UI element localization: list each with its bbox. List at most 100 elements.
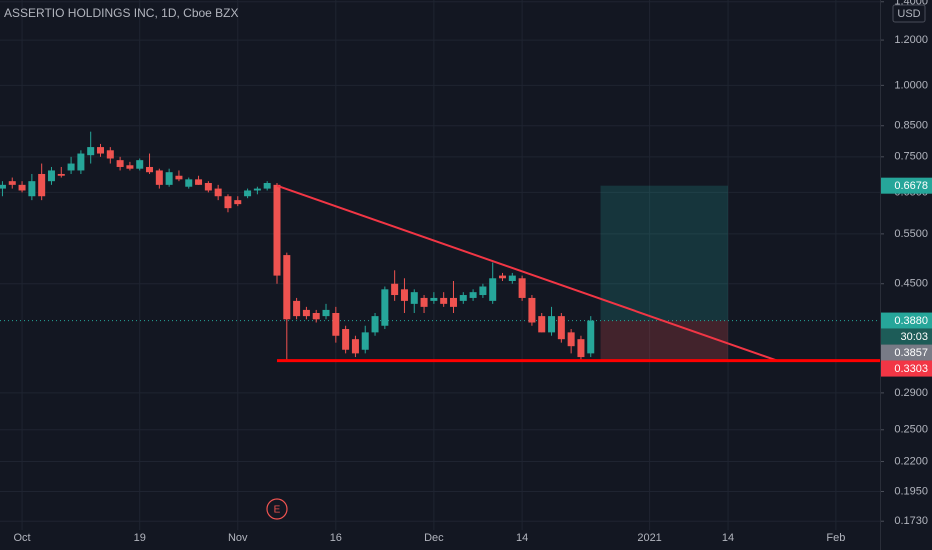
candle-body [410, 292, 418, 304]
currency-box [892, 4, 926, 23]
candle-body [489, 278, 497, 301]
candle-body [214, 188, 222, 197]
candle-body [518, 278, 526, 298]
price-label-bg [881, 312, 932, 329]
candle-body [136, 160, 144, 169]
candle-body [18, 184, 26, 191]
x-tick-label: 14 [516, 532, 528, 544]
candle-body [449, 297, 457, 307]
candle-body [106, 150, 114, 159]
candle-body [351, 339, 359, 354]
candle-body [361, 332, 369, 350]
y-tick-label: 0.8500 [894, 120, 928, 132]
x-tick-label: Feb [826, 532, 845, 544]
candle-body [234, 200, 242, 205]
currency-label: USD [897, 8, 920, 20]
candle-body [263, 183, 271, 189]
candle-body [87, 147, 95, 156]
candle-body [253, 188, 261, 191]
candle-body [155, 170, 163, 185]
candle-body [165, 172, 173, 185]
candle-body [400, 289, 408, 301]
candle-body [293, 300, 301, 317]
position-profit-zone [600, 185, 729, 321]
candle-body [322, 309, 330, 317]
price-label: 0.3303 [894, 363, 928, 375]
candle-body [67, 163, 75, 171]
x-tick-label: 16 [330, 532, 342, 544]
earnings-marker [266, 498, 288, 520]
candle-body [371, 316, 379, 333]
candle-body [577, 339, 585, 358]
candle-body [528, 297, 536, 323]
candle-body [302, 309, 310, 317]
y-tick-label: 1.2000 [894, 34, 928, 46]
price-label-bg [881, 360, 932, 377]
candle-body [8, 181, 16, 185]
price-axis-bg [880, 0, 881, 550]
candle-body [420, 297, 428, 307]
candle-body [126, 165, 134, 169]
price-label: 0.6678 [894, 180, 928, 192]
candle-body [273, 184, 281, 276]
y-tick-label: 0.7500 [894, 151, 928, 163]
price-label: 0.3880 [894, 315, 928, 327]
y-tick-label: 0.1950 [894, 485, 928, 497]
candle-body [116, 160, 124, 167]
candle-body [499, 275, 507, 279]
price-label: 0.3857 [894, 347, 928, 359]
y-tick-label: 0.2200 [894, 455, 928, 467]
candle-body [224, 196, 232, 209]
candle-body [77, 153, 85, 171]
candle-body [459, 295, 467, 301]
candle-body [38, 173, 46, 197]
candle-body [548, 316, 556, 333]
candle-body [204, 183, 212, 191]
x-tick-label: 19 [134, 532, 146, 544]
candle-body [430, 297, 438, 301]
price-label-bg [881, 344, 932, 361]
candle-body [97, 147, 105, 154]
candle-body [146, 166, 154, 173]
candle-body [469, 292, 477, 298]
candle-body [283, 255, 291, 320]
candle-body [185, 179, 193, 187]
candle-body [332, 312, 340, 336]
x-tick-label: 2021 [637, 532, 661, 544]
candle-body [479, 286, 487, 296]
y-tick-label: 0.1730 [894, 515, 928, 527]
candle-body [342, 329, 350, 350]
candle-body [57, 173, 65, 176]
candle-body [567, 332, 575, 347]
candle-body [587, 320, 595, 354]
candle-body [440, 297, 448, 304]
x-tick-label: Nov [228, 532, 248, 544]
candle-body [538, 316, 546, 333]
countdown-bg [881, 328, 932, 345]
y-tick-label: 0.2500 [894, 424, 928, 436]
x-tick-label: Dec [424, 532, 444, 544]
candle-body [391, 283, 399, 296]
candle-body [0, 184, 6, 189]
earnings-marker-label: E [274, 505, 281, 516]
y-tick-label: 1.4000 [894, 0, 928, 8]
chart-title: ASSERTIO HOLDINGS INC, 1D, Cboe BZX [4, 6, 239, 20]
candle-body [557, 316, 565, 340]
y-tick-label: 1.0000 [894, 79, 928, 91]
x-tick-label: Oct [13, 532, 30, 544]
candle-body [381, 289, 389, 326]
candle-body [47, 170, 55, 182]
countdown: 30:03 [900, 331, 928, 343]
y-tick-label: 0.5500 [894, 228, 928, 240]
x-tick-label: 14 [722, 532, 734, 544]
position-loss-zone [600, 320, 729, 361]
candle-body [244, 190, 252, 197]
candle-body [508, 275, 516, 281]
candle-body [28, 181, 36, 197]
price-label-bg [881, 177, 932, 194]
y-tick-label: 0.4500 [894, 278, 928, 290]
candle-body [195, 179, 203, 185]
